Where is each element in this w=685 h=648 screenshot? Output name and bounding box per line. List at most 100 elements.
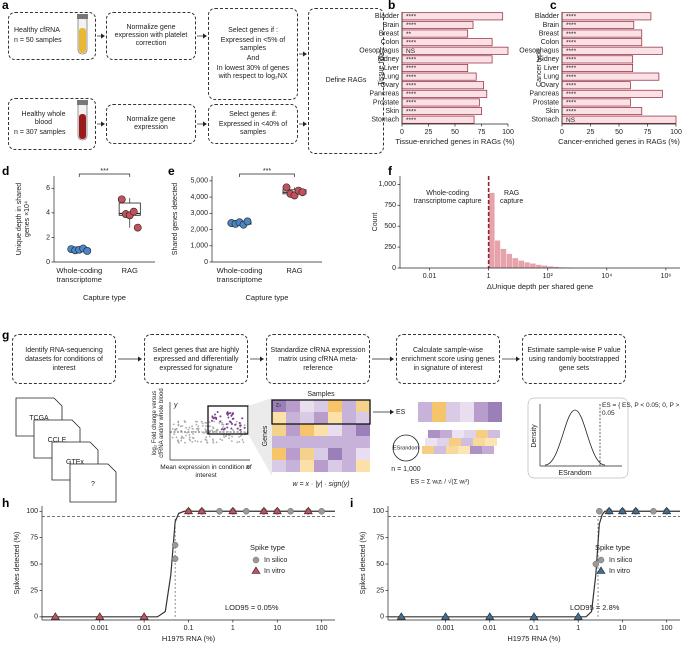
es-cell: [446, 402, 460, 422]
panel-label: c: [550, 0, 557, 12]
background-point: [222, 434, 225, 437]
axis-letter: y: [173, 402, 178, 409]
tube-cap: [77, 14, 88, 19]
background-point: [213, 430, 216, 433]
y-tick-label: 4,000: [190, 194, 208, 201]
background-point: [176, 439, 179, 442]
signature-point: [211, 415, 214, 418]
random-cell: [449, 438, 461, 446]
random-cell: [446, 446, 458, 454]
background-point: [197, 425, 200, 427]
arrow-head: [203, 121, 207, 127]
background-point: [197, 429, 200, 432]
category-label: Skin: [545, 108, 559, 115]
x-tick-label: 0.001: [437, 625, 455, 632]
y-tick-label: 50: [30, 561, 38, 568]
data-point: [171, 555, 179, 563]
background-point: [177, 424, 180, 427]
y-tick-label: 0: [34, 614, 38, 621]
significance-label: ****: [566, 31, 577, 38]
y-tick-label: 100: [26, 508, 38, 515]
background-point: [211, 438, 214, 441]
background-point: [242, 441, 245, 444]
category-label: Pancreas: [369, 91, 399, 98]
axis-letter: x: [245, 464, 250, 471]
bar: [401, 12, 504, 21]
category-label: Stomach: [531, 117, 559, 124]
background-point: [200, 440, 202, 443]
flow-box: Standardize cfRNA expression matrix usin…: [266, 334, 370, 384]
data-point: [650, 508, 657, 515]
dataset-label: TCGA: [29, 415, 49, 422]
flow-box-text: Healthy whole blood: [21, 111, 66, 126]
flow-box-text: n = 307 samples: [14, 129, 66, 136]
category-label: Prostate: [373, 99, 399, 106]
background-point: [223, 436, 226, 439]
weight-formula: w = x · |y| · sign(y): [292, 481, 349, 488]
y-tick-label: 6: [46, 185, 50, 192]
panel-label: g: [2, 328, 10, 342]
category-label: Lung: [543, 73, 559, 80]
background-point: [200, 420, 203, 423]
es-cell: [488, 402, 502, 422]
y-tick-label: 750: [384, 202, 396, 209]
panel-label: f: [388, 164, 392, 178]
annotation: RAG capture: [499, 190, 524, 205]
heatmap-cell: [314, 436, 328, 448]
signature-point: [229, 411, 232, 414]
background-point: [243, 424, 246, 427]
signature-point: [213, 413, 216, 416]
x-axis-label: Capture type: [83, 293, 126, 302]
arrow-head: [390, 356, 394, 362]
background-point: [171, 436, 174, 439]
flow-box-text: Expressed in <5% of samples: [220, 37, 286, 52]
heatmap-cell: [286, 400, 300, 412]
significance-bracket: [78, 173, 131, 177]
significance-label: ****: [566, 82, 577, 89]
legend-marker: [597, 556, 605, 564]
tube-cap: [77, 100, 88, 105]
signature-point: [232, 417, 235, 420]
flow-box: Healthy whole blood n = 307 samples: [8, 98, 96, 150]
background-point: [211, 426, 214, 429]
random-cell: [422, 446, 434, 454]
category-label: Stomach: [371, 117, 399, 124]
flow-box: Define RAGs: [308, 8, 384, 154]
background-point: [219, 438, 222, 441]
x-tick-label: 1: [231, 625, 235, 632]
y-tick-label: 0: [204, 259, 208, 266]
background-point: [173, 428, 176, 431]
dataset-label: ?: [91, 481, 95, 488]
x-tick-label: 10: [619, 625, 627, 632]
flow-box-text: Define RAGs: [325, 77, 367, 84]
x-tick-label: 0.001: [91, 625, 109, 632]
significance-label: ****: [566, 14, 577, 21]
heatmap-cell: [300, 400, 314, 412]
y-axis-label: Unique depth in shared genes ×10⁴: [16, 182, 31, 256]
arrow-head: [260, 356, 264, 362]
random-cell: [452, 430, 464, 438]
data-point: [243, 217, 252, 226]
x-tick-label: 10²: [543, 273, 554, 280]
heatmap-cell: [328, 436, 342, 448]
panel-label: h: [2, 496, 10, 510]
background-point: [230, 440, 233, 443]
bar: [561, 72, 660, 81]
heatmap-highlight: [271, 399, 371, 425]
category-label: Prostate: [533, 99, 559, 106]
heatmap-cell: [342, 424, 356, 436]
data-point: [617, 506, 627, 515]
category-label: Bladder: [535, 13, 560, 20]
y-tick-label: 2,000: [190, 226, 208, 233]
y-tick-label: 0: [46, 259, 50, 266]
density-x-label: ESrandom: [558, 470, 591, 477]
significance-label: ****: [406, 117, 417, 124]
arrow-head: [390, 409, 394, 415]
significance-label: ****: [566, 22, 577, 29]
x-tick-label: 10: [273, 625, 281, 632]
flow-box: Identify RNA-sequencing datasets for con…: [12, 334, 116, 384]
background-point: [212, 440, 214, 442]
significance-label: ****: [406, 82, 417, 89]
data-point: [83, 247, 92, 255]
lod-annotation: LOD95 = 0.05%: [225, 603, 279, 612]
